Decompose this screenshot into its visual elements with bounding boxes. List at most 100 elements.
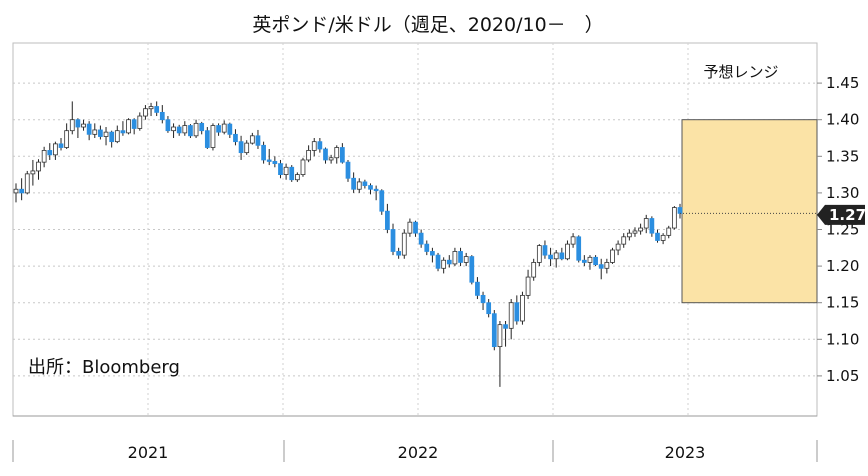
y-tick-label: 1.20 (826, 257, 859, 275)
candle-down (351, 177, 356, 190)
last-value-badge: 1.27 (817, 204, 866, 225)
candle-down (368, 185, 373, 190)
candle-up (401, 232, 407, 256)
candle-down (176, 126, 182, 134)
candle-down (159, 111, 165, 121)
candle-up (137, 115, 143, 129)
candle-up (666, 227, 672, 236)
candle-up (36, 161, 41, 172)
candle-up (553, 252, 559, 260)
candle-down (486, 302, 492, 315)
candle-up (103, 131, 109, 137)
candle-up (249, 135, 255, 144)
y-tick-label: 1.35 (826, 147, 859, 165)
candle-down (154, 106, 160, 113)
candle-up (294, 174, 300, 181)
y-tick-label: 1.15 (826, 294, 859, 312)
candle-down (559, 252, 565, 260)
candle-down (548, 254, 553, 260)
candle-up (41, 150, 47, 163)
x-tick-label: 2022 (398, 443, 439, 462)
candle-down (323, 148, 328, 161)
candle-down (373, 188, 379, 192)
source-note: 出所：Bloomberg (28, 357, 180, 378)
forecast-range: 予想レンジ (681, 63, 818, 304)
candle-down (165, 119, 171, 132)
chart-title: 英ポンド/米ドル（週足、2020/10－ ） (252, 14, 603, 36)
candle-down (120, 130, 126, 134)
candle-down (424, 243, 430, 252)
candle-up (69, 119, 75, 132)
last-value-label: 1.27 (829, 206, 866, 224)
y-tick-label: 1.05 (826, 367, 859, 385)
candle-down (261, 144, 266, 161)
candle-up (463, 256, 469, 263)
candle-down (385, 210, 390, 230)
candle-down (480, 294, 486, 304)
candle-up (114, 130, 120, 143)
y-tick-label: 1.40 (826, 111, 859, 129)
candle-up (300, 159, 306, 176)
last-value-badge-shape (817, 204, 865, 225)
candle-up (452, 251, 458, 265)
candle-up (193, 122, 199, 137)
candle-down (19, 188, 24, 194)
candle-up (126, 119, 131, 134)
candle-down (576, 236, 582, 261)
candle-up (672, 207, 677, 229)
candle-up (621, 236, 627, 245)
candle-up (531, 262, 537, 278)
forecast-range-label: 予想レンジ (703, 63, 778, 81)
y-axis: 1.45 1.40 1.35 1.30 1.25 1.20 1.15 1.10 1.05 (817, 74, 859, 385)
candle-down (204, 130, 210, 148)
candle-up (24, 173, 30, 194)
candle-down (233, 133, 238, 143)
candle-down (469, 256, 475, 283)
candle-up (53, 143, 58, 156)
candle-up (221, 123, 227, 133)
candle-up (311, 141, 317, 151)
candle-up (441, 259, 447, 269)
candle-up (143, 108, 148, 117)
candle-down (216, 125, 221, 133)
x-tick-label: 2021 (128, 443, 169, 462)
candle-up (81, 123, 86, 128)
candle-up (610, 249, 615, 263)
candle-up (565, 243, 570, 260)
candle-up (244, 142, 250, 154)
candle-down (98, 129, 103, 137)
candle-down (340, 147, 345, 163)
candle-up (13, 188, 19, 194)
candle-down (317, 141, 323, 150)
candle-down (131, 119, 137, 129)
candle-up (92, 129, 98, 135)
candle-up (30, 170, 36, 175)
candle-down (379, 190, 385, 212)
candle-up (328, 157, 334, 161)
candle-up (660, 234, 666, 241)
candle-up (536, 245, 542, 263)
candle-down (598, 264, 604, 269)
candle-down (430, 251, 435, 256)
candle-up (306, 150, 311, 161)
candle-down (238, 141, 244, 154)
candle-up (148, 106, 154, 110)
candle-down (86, 123, 92, 135)
candle-down (446, 259, 452, 265)
candle-up (615, 243, 621, 251)
candle-up (587, 256, 593, 263)
candle-up (334, 147, 340, 159)
candle-down (435, 254, 441, 269)
candle-up (626, 232, 632, 238)
y-tick-label: 1.45 (826, 74, 859, 92)
candle-down (199, 122, 205, 132)
candle-down (390, 229, 396, 252)
candle-up (64, 130, 70, 148)
candles (13, 101, 817, 387)
candle-up (520, 294, 525, 322)
candle-up (407, 221, 413, 234)
candle-up (356, 181, 362, 190)
candle-down (677, 207, 683, 214)
candle-up (570, 236, 576, 245)
